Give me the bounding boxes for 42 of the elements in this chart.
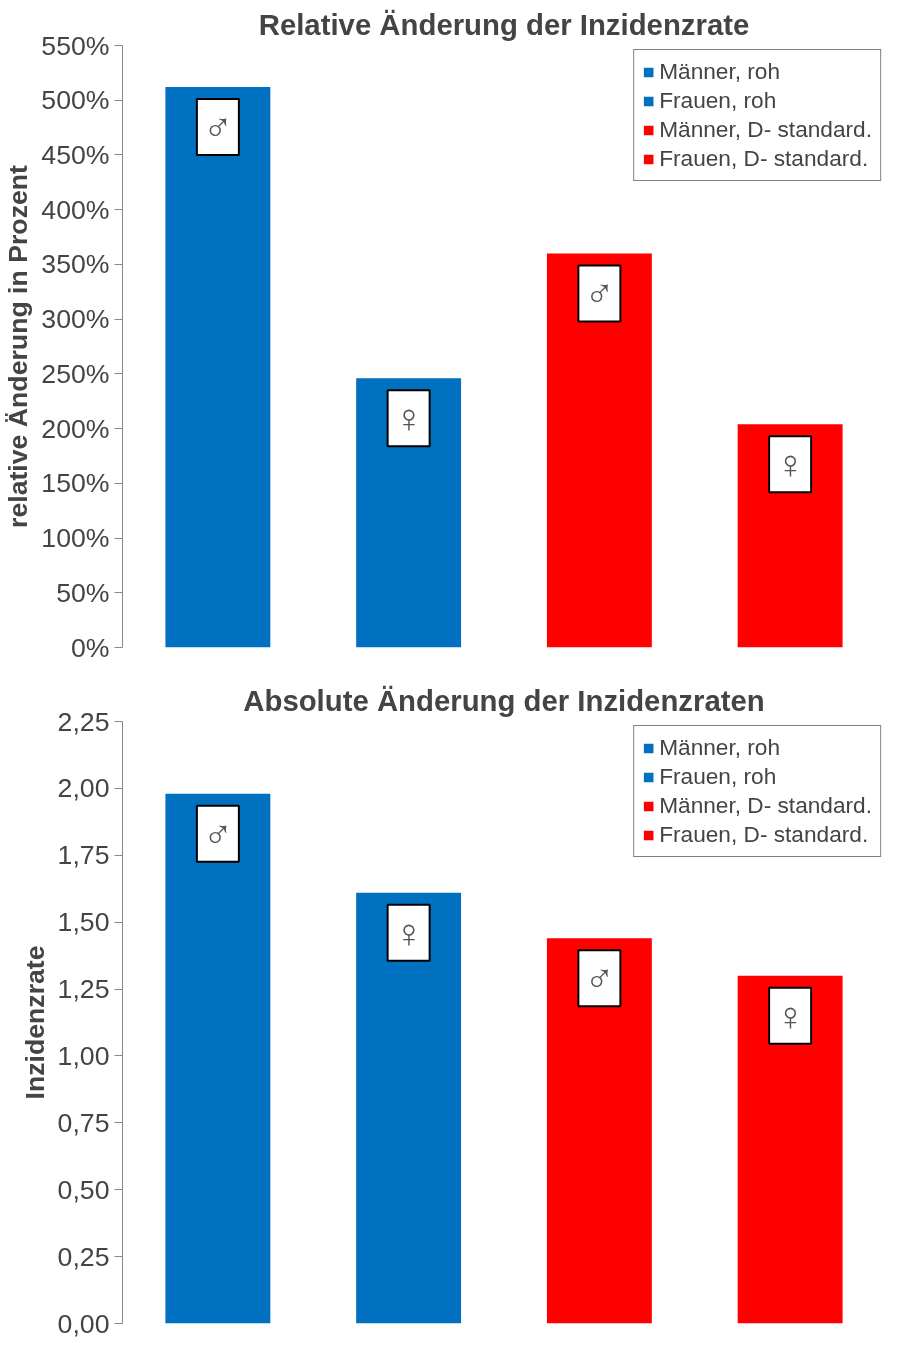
y-axis-title: Inzidenzrate bbox=[19, 945, 50, 1100]
annotation: ♂ bbox=[584, 271, 615, 316]
y-tick-label: 450% bbox=[41, 139, 110, 170]
legend-label: Männer, roh bbox=[659, 58, 781, 85]
legend-label: Frauen, D- standard. bbox=[659, 145, 869, 172]
y-tick-label: 0,75 bbox=[57, 1107, 110, 1138]
legend-label: Frauen, roh bbox=[659, 763, 777, 790]
y-tick-label: 50% bbox=[56, 577, 110, 608]
chart-title: Absolute Änderung der Inzidenzraten bbox=[243, 683, 765, 717]
y-tick-label: 400% bbox=[41, 194, 110, 225]
y-tick-label: 200% bbox=[41, 413, 110, 444]
y-tick-label: 350% bbox=[41, 249, 110, 280]
legend-label: Frauen, D- standard. bbox=[659, 821, 869, 848]
y-tick-label: 2,25 bbox=[57, 706, 110, 737]
annotation: ♀ bbox=[775, 993, 806, 1038]
y-tick-label: 100% bbox=[41, 523, 110, 554]
chart-title: Relative Änderung der Inzidenzrate bbox=[258, 7, 750, 41]
y-tick-label: 0,25 bbox=[57, 1241, 110, 1272]
y-tick-label: 1,75 bbox=[57, 840, 110, 871]
legend-label: Frauen, roh bbox=[659, 87, 777, 114]
y-tick-label: 500% bbox=[41, 85, 110, 116]
legend-label: Männer, roh bbox=[659, 734, 781, 761]
y-tick-label: 0,50 bbox=[57, 1174, 110, 1205]
y-tick-label: 1,00 bbox=[57, 1040, 110, 1071]
y-tick-label: 0% bbox=[70, 632, 110, 663]
annotation: ♀ bbox=[393, 910, 424, 955]
y-tick-label: 250% bbox=[41, 358, 110, 389]
y-tick-label: 1,25 bbox=[57, 974, 110, 1005]
y-tick-label: 1,50 bbox=[57, 907, 110, 938]
legend-label: Männer, D- standard. bbox=[659, 792, 872, 819]
annotation: ♀ bbox=[393, 396, 424, 441]
annotation: ♂ bbox=[202, 105, 233, 150]
y-tick-label: 2,00 bbox=[57, 773, 110, 804]
y-tick-label: 300% bbox=[41, 304, 110, 335]
y-axis-title: relative Änderung in Prozent bbox=[3, 164, 34, 528]
y-tick-label: 550% bbox=[41, 30, 110, 61]
annotation: ♂ bbox=[202, 811, 233, 856]
y-tick-label: 150% bbox=[41, 468, 110, 499]
annotation: ♀ bbox=[775, 442, 806, 487]
annotation: ♂ bbox=[584, 956, 615, 1001]
legend-label: Männer, D- standard. bbox=[659, 116, 872, 143]
y-tick-label: 0,00 bbox=[57, 1308, 110, 1339]
